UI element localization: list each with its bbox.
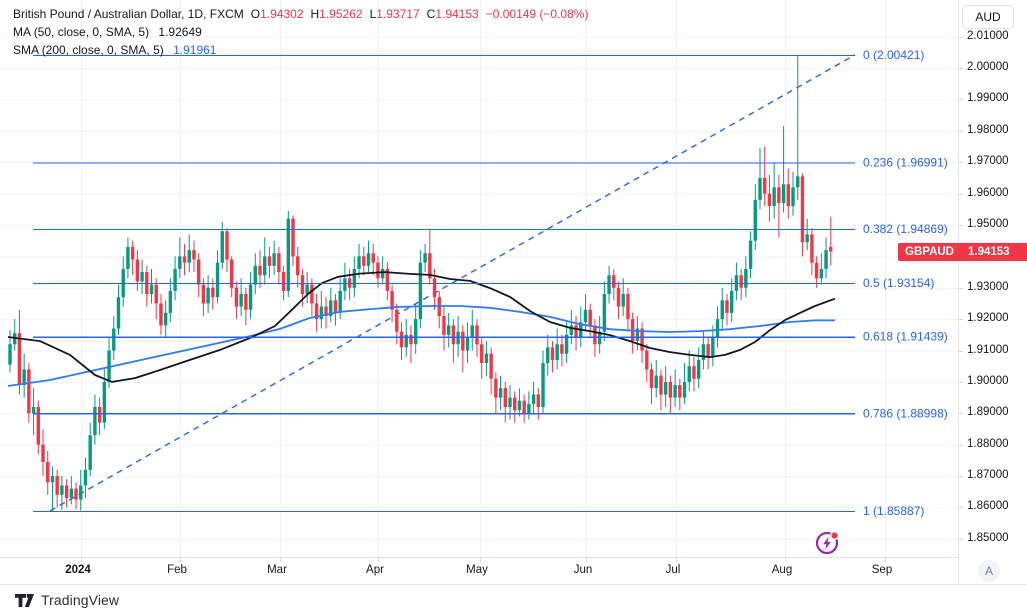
open-value: 1.94302 — [260, 7, 304, 21]
ma50-name: MA — [13, 25, 31, 39]
sma200-legend-row[interactable]: SMA (200, close, 0, SMA, 5) 1.91961 — [13, 41, 588, 59]
price-tick: 1.85000 — [967, 531, 1009, 544]
price-tick-mark — [959, 350, 963, 352]
close-value: 1.94153 — [435, 7, 479, 21]
lightning-icon — [815, 531, 839, 555]
time-tick-mark — [180, 558, 181, 562]
last-price-badge: 1.94153 — [959, 242, 1027, 261]
low-value: 1.93717 — [376, 7, 420, 21]
sma200-name: SMA — [13, 43, 39, 57]
high-value: 1.95262 — [319, 7, 363, 21]
symbol-title: British Pound / Australian Dollar, 1D, F… — [13, 7, 244, 21]
price-tick-mark — [959, 507, 963, 509]
price-axis[interactable]: 1.94153 2.01000 2.00000 1.99000 1.98000 1.97… — [958, 0, 1027, 585]
time-axis-label: May — [466, 564, 488, 576]
symbol-legend-row[interactable]: British Pound / Australian Dollar, 1D, F… — [13, 5, 588, 23]
time-axis-label: Jul — [665, 564, 681, 576]
time-axis-label: Sep — [871, 564, 893, 576]
time-axis-label: Mar — [267, 564, 287, 576]
time-tick-mark — [676, 558, 677, 562]
ma50-legend-row[interactable]: MA (50, close, 0, SMA, 5) 1.92649 — [13, 23, 588, 41]
close-label: C — [426, 7, 436, 21]
ma50-params: (50, close, 0, SMA, 5) — [33, 25, 150, 39]
price-tick: 1.88000 — [967, 437, 1009, 450]
time-axis-label: Apr — [366, 564, 384, 576]
chart-canvas[interactable]: 0 (2.00421) 0.236 (1.96991) 0.382 (1.94869… — [0, 0, 958, 557]
spark-events-button[interactable] — [813, 529, 841, 557]
high-label: H — [310, 7, 320, 21]
chart-legend: British Pound / Australian Dollar, 1D, F… — [13, 5, 588, 59]
price-tick-mark — [959, 162, 963, 164]
fib-label-0.618: 0.618 (1.91439) — [863, 330, 948, 344]
open-label: O — [250, 7, 261, 21]
price-tick: 1.97000 — [967, 155, 1009, 168]
fib-label-0.236: 0.236 (1.96991) — [863, 156, 948, 170]
price-tick-mark — [959, 319, 963, 321]
tradingview-logo[interactable]: TradingView — [14, 592, 119, 608]
time-tick-mark — [885, 558, 886, 562]
fib-label-0.382: 0.382 (1.94869) — [863, 222, 948, 236]
auto-scale-button[interactable]: A — [978, 560, 1000, 582]
price-tick: 1.90000 — [967, 374, 1009, 387]
price-tick: 1.89000 — [967, 406, 1009, 419]
price-tick-mark — [959, 130, 963, 132]
currency-button[interactable]: AUD — [962, 5, 1014, 29]
low-label: L — [369, 7, 377, 21]
ma50-value: 1.92649 — [158, 25, 202, 39]
price-tick: 2.01000 — [967, 29, 1009, 42]
price-tick-mark — [959, 193, 963, 195]
time-axis[interactable]: 2024 Feb Mar Apr May Jun Jul Aug Sep — [0, 557, 958, 585]
fib-label-1: 1 (1.85887) — [863, 504, 924, 518]
symbol-price-label: GBPAUD — [898, 242, 961, 261]
time-tick-mark — [280, 558, 281, 562]
price-tick: 1.87000 — [967, 469, 1009, 482]
price-tick-mark — [959, 444, 963, 446]
time-axis-label: Aug — [771, 564, 793, 576]
change-value: −0.00149 (−0.08%) — [485, 7, 589, 21]
time-axis-label: Jun — [573, 564, 593, 576]
price-tick: 1.96000 — [967, 186, 1009, 199]
price-tick: 1.99000 — [967, 92, 1009, 105]
price-tick: 1.95000 — [967, 217, 1009, 230]
price-tick: 1.98000 — [967, 123, 1009, 136]
overlay-ma-50 — [7, 271, 836, 383]
price-tick: 1.86000 — [967, 500, 1009, 513]
price-tick-mark — [959, 538, 963, 540]
price-tick-mark — [959, 68, 963, 70]
price-tick: 2.00000 — [967, 61, 1009, 74]
fib-levels-layer: 0 (2.00421) 0.236 (1.96991) 0.382 (1.94869… — [33, 48, 948, 518]
time-axis-label: Feb — [167, 564, 187, 576]
time-axis-label: 2024 — [65, 564, 91, 576]
price-tick-mark — [959, 224, 963, 226]
ma-layer — [7, 271, 836, 387]
fib-label-0.786: 0.786 (1.88998) — [863, 406, 948, 420]
sma200-value: 1.91961 — [173, 43, 217, 57]
axis-corner: A — [958, 557, 1027, 585]
price-tick: 1.93000 — [967, 280, 1009, 293]
sma200-params: (200, close, 0, SMA, 5) — [41, 43, 164, 57]
time-tick-mark — [480, 558, 481, 562]
fib-label-0: 0 (2.00421) — [863, 48, 924, 62]
price-tick-mark — [959, 99, 963, 101]
price-tick-mark — [959, 413, 963, 415]
price-tick-mark — [959, 36, 963, 38]
price-tick-mark — [959, 287, 963, 289]
tradingview-mark-icon — [15, 593, 34, 607]
price-tick: 1.92000 — [967, 312, 1009, 325]
time-tick-mark — [378, 558, 379, 562]
price-tick-mark — [959, 381, 963, 383]
time-tick-mark — [586, 558, 587, 562]
price-tick-mark — [959, 476, 963, 478]
time-tick-mark — [785, 558, 786, 562]
fib-label-0.5: 0.5 (1.93154) — [863, 276, 934, 290]
time-tick-mark — [81, 558, 82, 562]
tradingview-logo-text: TradingView — [41, 592, 120, 608]
price-tick: 1.91000 — [967, 343, 1009, 356]
overlay-sma-200 — [7, 305, 835, 387]
